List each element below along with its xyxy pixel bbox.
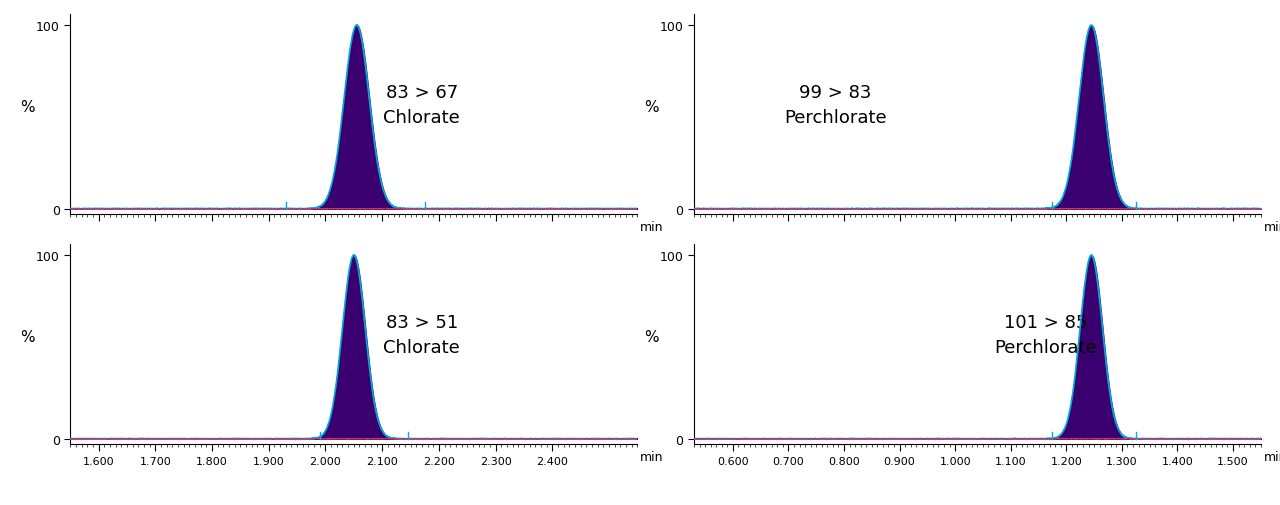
Text: 101 > 85
Perchlorate: 101 > 85 Perchlorate [995, 313, 1097, 356]
Y-axis label: %: % [644, 330, 659, 344]
Text: 83 > 51
Chlorate: 83 > 51 Chlorate [384, 313, 461, 356]
Y-axis label: %: % [644, 100, 659, 115]
Y-axis label: %: % [20, 330, 35, 344]
Text: min: min [640, 221, 663, 234]
Text: min: min [1263, 450, 1280, 464]
Text: 99 > 83
Perchlorate: 99 > 83 Perchlorate [785, 83, 887, 126]
Y-axis label: %: % [20, 100, 35, 115]
Text: min: min [1263, 221, 1280, 234]
Text: 83 > 67
Chlorate: 83 > 67 Chlorate [384, 83, 461, 126]
Text: min: min [640, 450, 663, 464]
